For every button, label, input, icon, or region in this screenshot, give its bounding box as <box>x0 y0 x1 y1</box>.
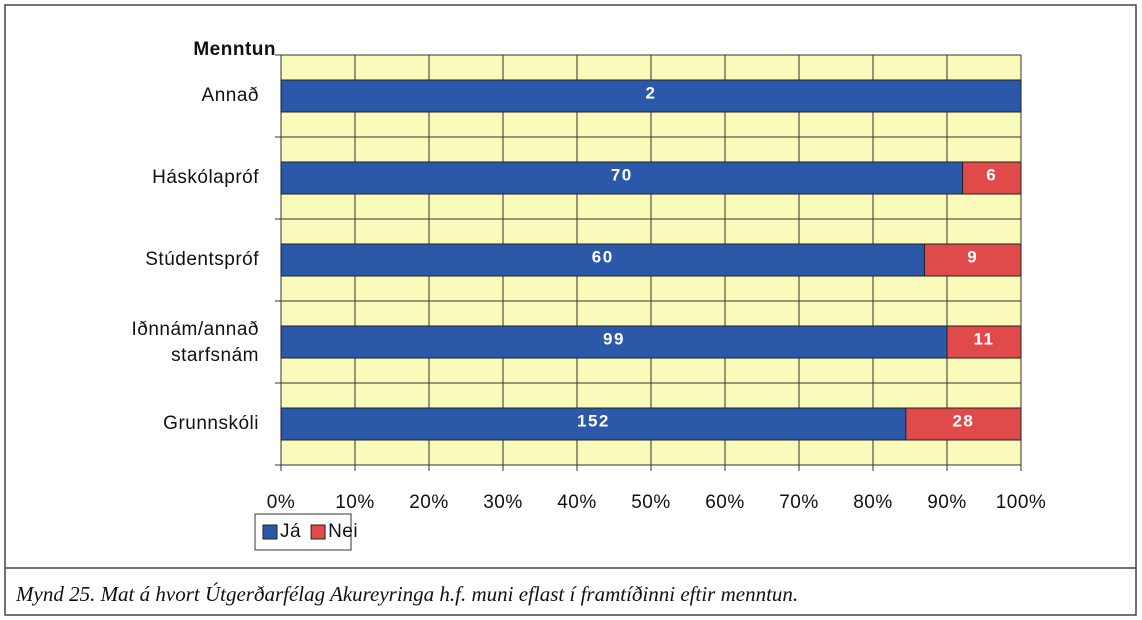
x-tick-label: 90% <box>927 492 967 513</box>
y-tick-label: Háskólapróf <box>152 167 259 188</box>
caption: Mynd 25. Mat á hvort Útgerðarfélag Akure… <box>15 582 798 606</box>
legend-label: Já <box>280 521 301 542</box>
bar-segment <box>280 161 964 195</box>
bar-segment <box>280 407 907 441</box>
bar-segment <box>946 325 1022 359</box>
value-label: 60 <box>592 247 614 266</box>
bar-segment <box>280 325 948 359</box>
y-tick-label: Annað <box>202 85 259 106</box>
value-label: 2 <box>646 83 657 102</box>
value-label: 9 <box>967 247 978 266</box>
value-label: 152 <box>577 411 610 430</box>
y-tick-label: Iðnnám/annað starfsnám <box>132 319 260 366</box>
x-tick-label: 100% <box>996 492 1047 513</box>
bar-segment <box>923 243 1022 277</box>
bar-segment <box>280 243 925 277</box>
x-tick-label: 80% <box>853 492 893 513</box>
x-tick-label: 20% <box>409 492 449 513</box>
x-tick-label: 30% <box>483 492 523 513</box>
bar-segment <box>905 407 1022 441</box>
value-label: 11 <box>974 329 995 348</box>
y-tick-label: Stúdentspróf <box>145 249 259 270</box>
value-label: 28 <box>952 411 974 430</box>
y-tick-label: Grunnskóli <box>163 413 259 434</box>
value-label: 99 <box>603 329 625 348</box>
legend-swatch <box>310 524 326 540</box>
x-tick-label: 0% <box>267 492 295 513</box>
axis-title: Menntun <box>193 39 276 60</box>
x-tick-label: 40% <box>557 492 597 513</box>
x-tick-label: 70% <box>779 492 819 513</box>
value-label: 6 <box>986 165 997 184</box>
legend-label: Nei <box>328 521 358 542</box>
x-tick-label: 60% <box>705 492 745 513</box>
bar-segment <box>280 79 1022 113</box>
legend-swatch <box>262 524 278 540</box>
bar-segment <box>962 161 1022 195</box>
value-label: 70 <box>611 165 633 184</box>
x-tick-label: 10% <box>335 492 375 513</box>
x-tick-label: 50% <box>631 492 671 513</box>
